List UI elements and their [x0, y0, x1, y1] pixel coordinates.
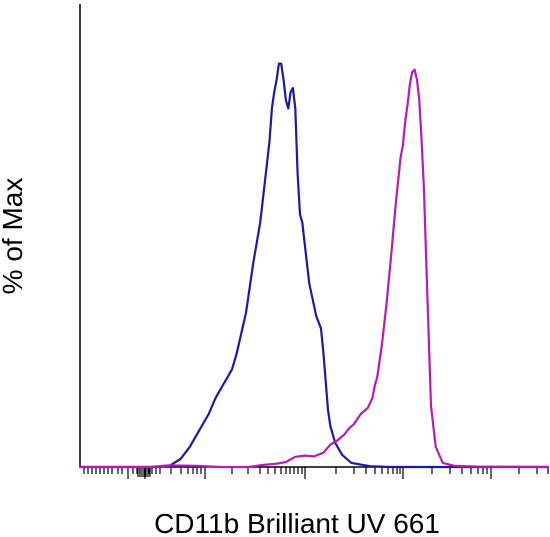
y-axis-label: % of Max [0, 178, 28, 295]
x-axis-label: CD11b Brilliant UV 661 [154, 508, 440, 537]
series-line-2 [78, 68, 550, 469]
series-lines [78, 62, 550, 469]
x-axis-ticks [83, 467, 549, 479]
series-line-1 [78, 62, 550, 469]
axes [79, 4, 548, 468]
